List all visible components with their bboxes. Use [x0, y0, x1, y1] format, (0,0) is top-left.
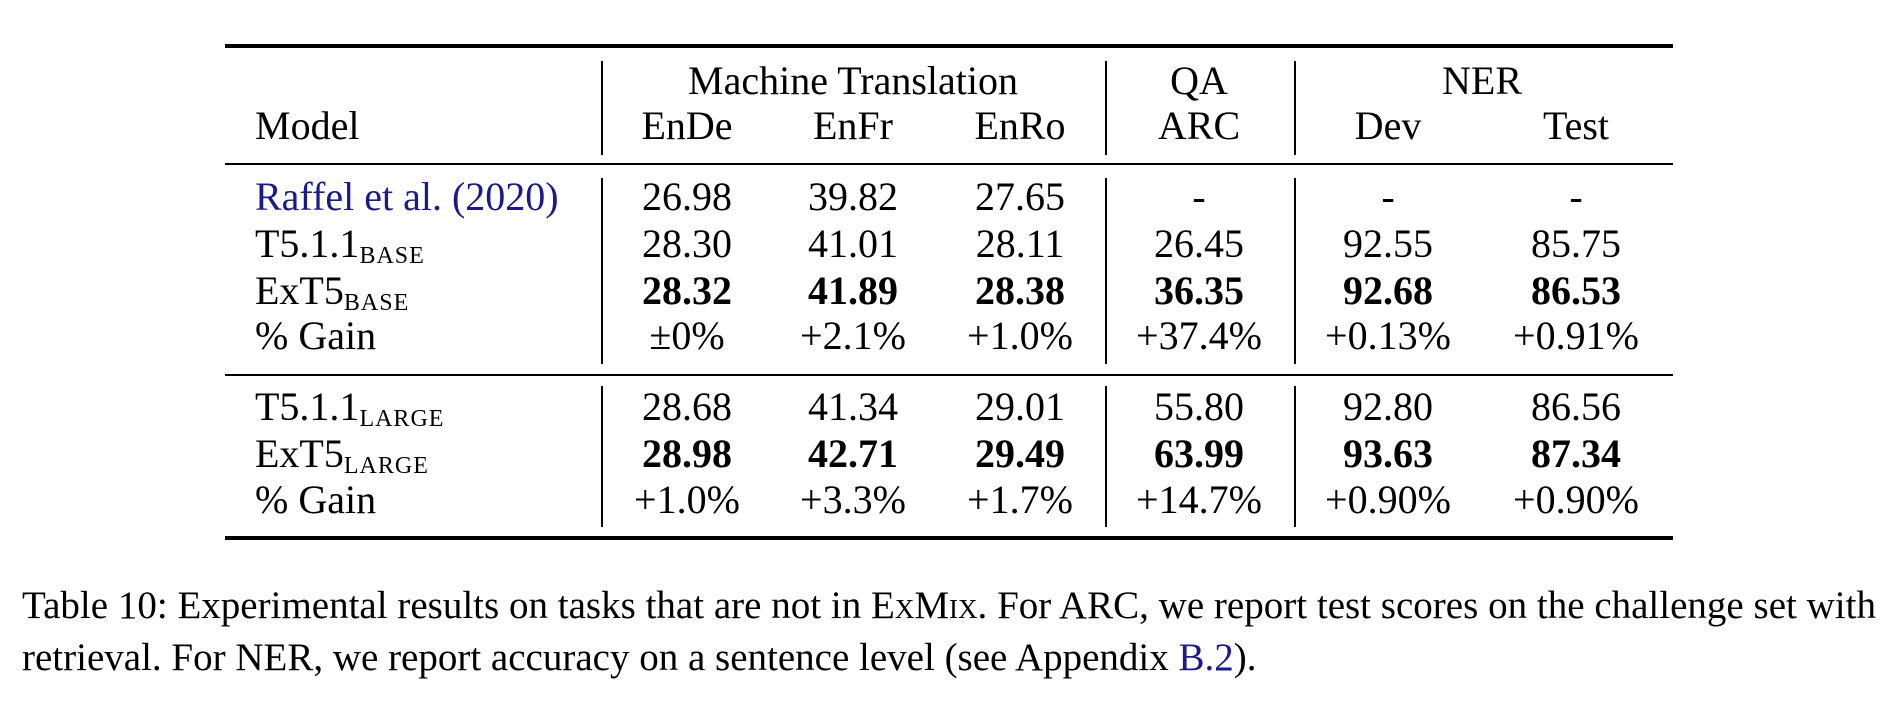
model-size: BASE	[343, 290, 410, 316]
score-cell: 26.98	[642, 174, 732, 219]
model-label: % Gain	[255, 313, 377, 358]
rule	[225, 44, 1673, 48]
score-cell: 92.55	[1343, 221, 1433, 266]
rule	[1105, 61, 1107, 155]
model-label[interactable]: Raffel et al. (2020)	[255, 174, 559, 219]
score-cell: 41.34	[808, 384, 898, 429]
score-cell: +37.4%	[1136, 313, 1262, 358]
model-name: % Gain	[255, 312, 376, 360]
score-cell: +1.7%	[967, 477, 1073, 522]
model-label: T5.1.1	[255, 221, 360, 266]
score-cell: -	[1381, 174, 1395, 219]
rule	[1294, 61, 1296, 155]
score-cell: 55.80	[1154, 384, 1244, 429]
rule	[225, 536, 1673, 540]
score-cell: +0.13%	[1325, 313, 1451, 358]
caption-text: . For ARC, we report test scores on the …	[22, 584, 1876, 679]
score-cell: 39.82	[808, 174, 898, 219]
score-cell: 28.98	[642, 431, 732, 476]
score-cell: 27.65	[975, 174, 1065, 219]
column-header: Dev	[1354, 103, 1422, 148]
score-cell: +0.91%	[1513, 313, 1639, 358]
score-cell: 63.99	[1154, 431, 1244, 476]
model-name: ExT5LARGE	[255, 430, 429, 479]
rule	[601, 178, 603, 364]
caption-text: Table 10: Experimental results on tasks …	[22, 584, 872, 627]
score-cell: 92.68	[1343, 268, 1433, 313]
column-header: ARC	[1157, 103, 1241, 148]
score-cell: 28.38	[975, 268, 1065, 313]
model-name: ExT5BASE	[255, 267, 410, 316]
score-cell: +1.0%	[967, 313, 1073, 358]
score-cell: 92.80	[1343, 384, 1433, 429]
column-header: Test	[1542, 103, 1610, 148]
model-label: ExT5	[255, 268, 344, 313]
model-name: T5.1.1LARGE	[255, 383, 445, 432]
score-cell: 28.68	[642, 384, 732, 429]
score-cell: +3.3%	[800, 477, 906, 522]
column-header: EnDe	[641, 103, 733, 148]
column-header: Model	[255, 103, 360, 148]
model-name: T5.1.1BASE	[255, 220, 425, 269]
score-cell: 41.01	[808, 221, 898, 266]
column-header: EnFr	[813, 103, 893, 148]
caption-smallcaps: ExMix	[871, 584, 978, 627]
score-cell: 36.35	[1154, 268, 1244, 313]
score-cell: 86.56	[1531, 384, 1621, 429]
score-cell: 87.34	[1531, 431, 1621, 476]
rule	[601, 386, 603, 527]
rule	[225, 163, 1673, 165]
model-size: LARGE	[343, 453, 429, 479]
model-size: BASE	[359, 243, 425, 269]
score-cell: 93.63	[1343, 431, 1433, 476]
appendix-link[interactable]: B.2	[1178, 636, 1234, 679]
rule	[225, 374, 1673, 376]
score-cell: 28.11	[975, 221, 1065, 266]
score-cell: +0.90%	[1513, 477, 1639, 522]
score-cell: ±0%	[649, 313, 725, 358]
score-cell: 28.32	[642, 268, 732, 313]
score-cell: +1.0%	[634, 477, 740, 522]
score-cell: 28.30	[642, 221, 732, 266]
score-cell: 29.01	[975, 384, 1065, 429]
model-size: LARGE	[359, 406, 445, 432]
score-cell: 29.49	[975, 431, 1065, 476]
model-name: % Gain	[255, 476, 376, 524]
model-label: % Gain	[255, 477, 377, 522]
score-cell: 41.89	[808, 268, 898, 313]
rule	[1294, 386, 1296, 527]
score-cell: -	[1192, 174, 1206, 219]
caption-text: ).	[1233, 636, 1257, 679]
score-cell: +0.90%	[1325, 477, 1451, 522]
model-label: T5.1.1	[255, 384, 360, 429]
score-cell: 85.75	[1531, 221, 1621, 266]
rule	[1105, 386, 1107, 527]
model-label: ExT5	[255, 431, 344, 476]
score-cell: +2.1%	[800, 313, 906, 358]
score-cell: +14.7%	[1136, 477, 1262, 522]
table-caption: Table 10: Experimental results on tasks …	[22, 580, 1876, 684]
score-cell: 42.71	[808, 431, 898, 476]
group-header: Machine Translation	[688, 58, 1018, 103]
score-cell: 26.45	[1154, 221, 1244, 266]
group-header: NER	[1442, 58, 1522, 103]
rule	[1294, 178, 1296, 364]
score-cell: 86.53	[1531, 268, 1621, 313]
column-header: EnRo	[974, 103, 1066, 148]
score-cell: -	[1569, 174, 1583, 219]
group-header: QA	[1170, 58, 1228, 103]
rule	[1105, 178, 1107, 364]
rule	[601, 61, 603, 155]
model-name: Raffel et al. (2020)	[255, 173, 559, 221]
